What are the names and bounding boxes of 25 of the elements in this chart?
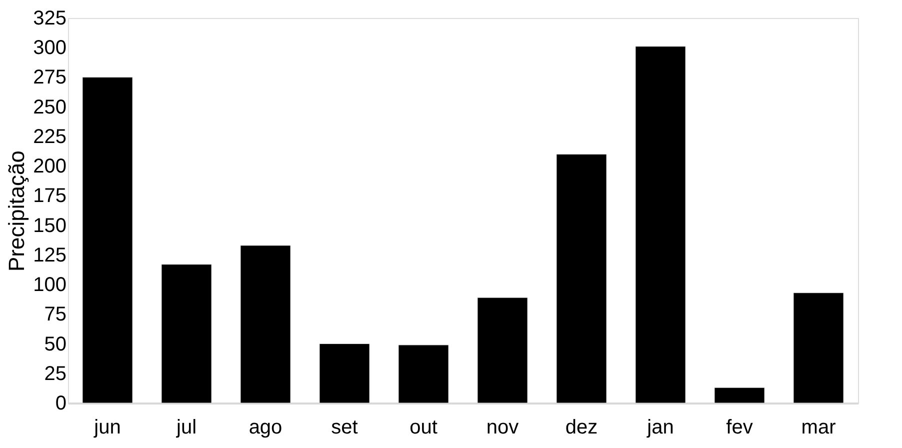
x-tick-label: jan [646,416,674,438]
y-tick-label: 325 [33,8,66,30]
y-tick-label: 150 [33,214,66,237]
x-tick-label: jun [93,416,121,438]
y-tick-label: 50 [44,333,66,356]
y-tick-label: 200 [33,156,66,178]
y-tick-label: 300 [33,37,66,60]
y-tick-label: 275 [33,66,66,89]
x-tick-label: out [410,416,438,438]
y-tick-label: 175 [33,185,66,208]
x-tick-label: dez [565,416,598,438]
y-tick-label: 125 [33,244,66,266]
x-tick-label: set [331,416,358,438]
y-tick-label: 100 [33,274,66,296]
y-tick-label: 225 [33,126,66,148]
y-tick-label: 75 [44,304,66,326]
y-tick-label: 250 [33,96,66,118]
x-tick-label: ago [248,416,282,438]
y-tick-label: 25 [44,362,66,385]
x-tick-label: jul [175,416,197,438]
x-tick-label: fev [726,416,753,438]
x-tick-label: nov [486,416,519,438]
y-tick-label: 0 [55,392,66,414]
x-tick-label: mar [801,416,836,438]
y-axis-title: Precipitação [4,150,30,272]
